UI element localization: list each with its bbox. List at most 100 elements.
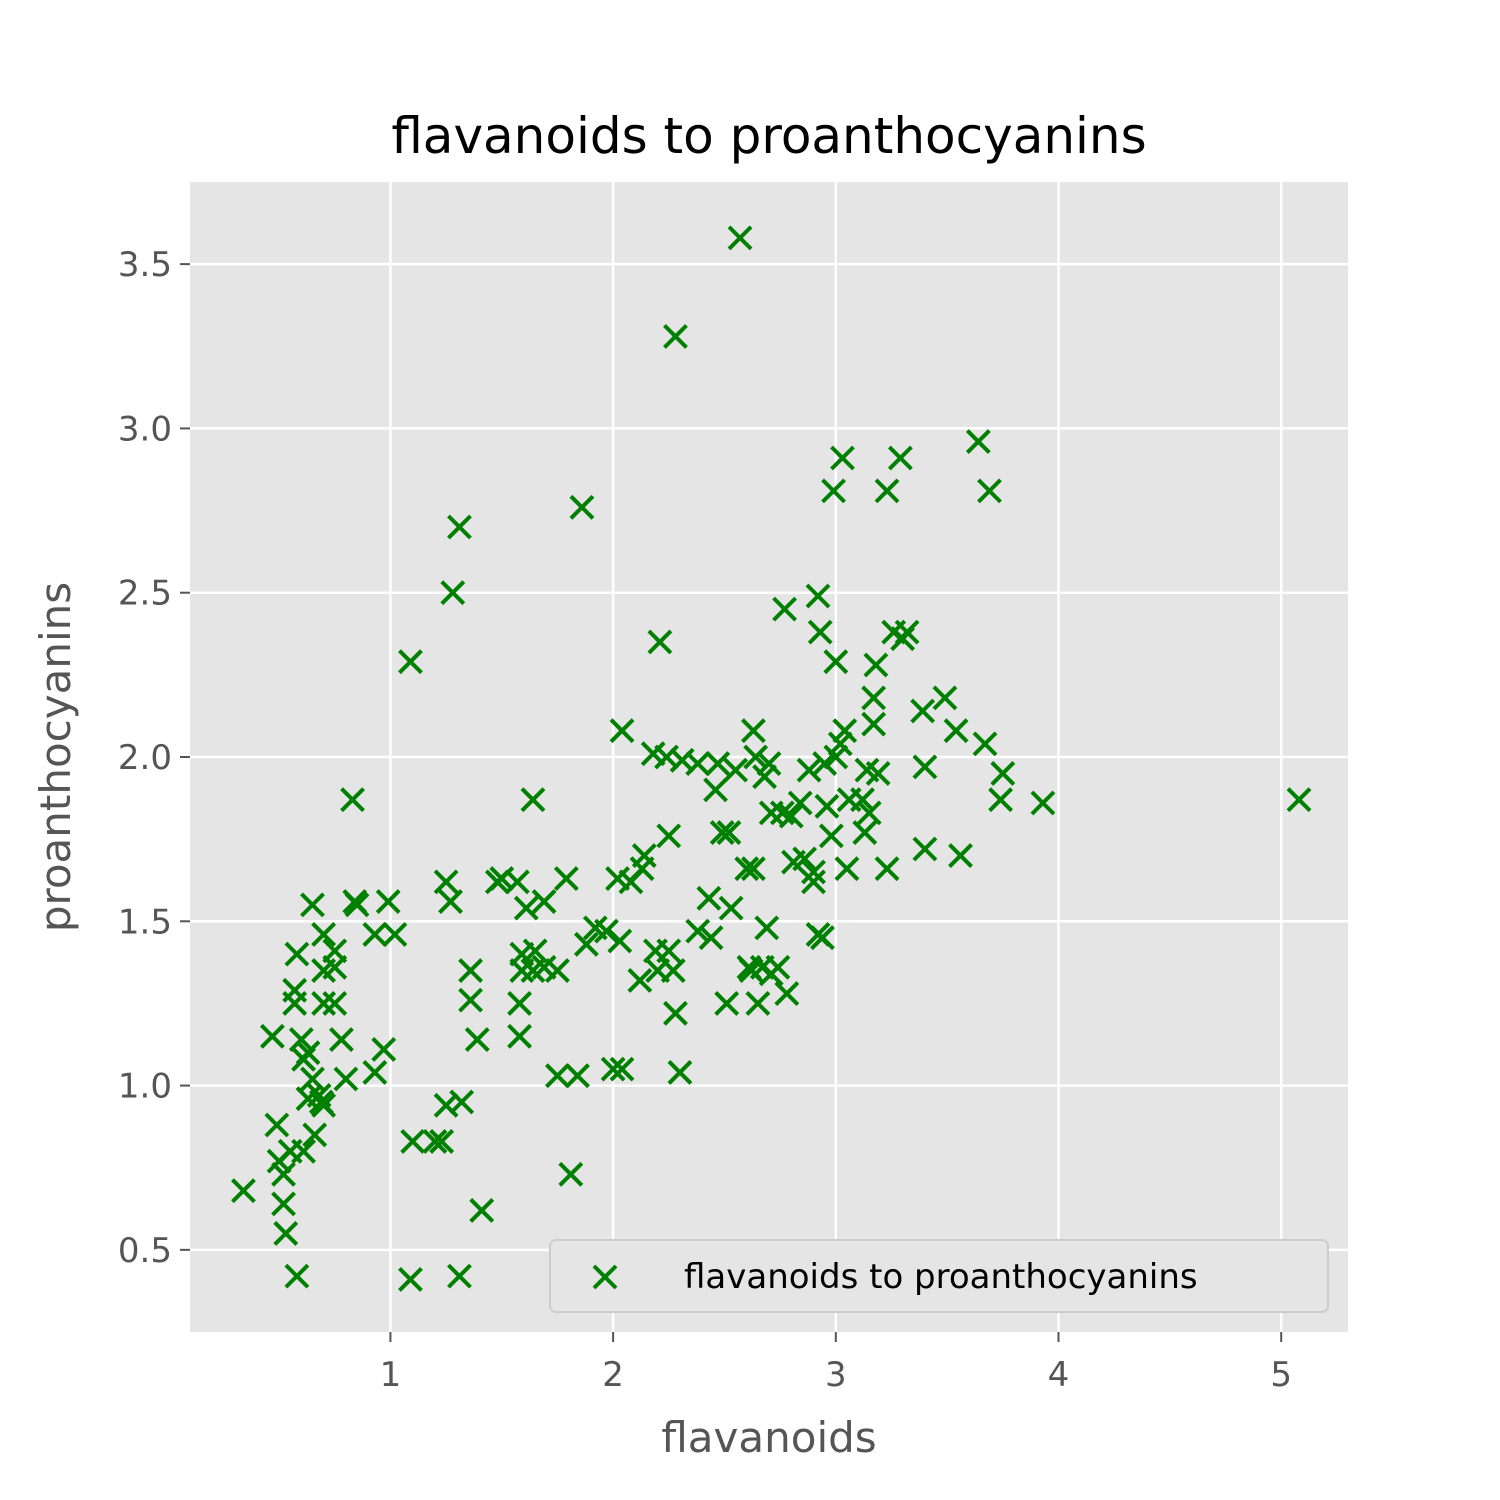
x-tick-label: 4 <box>1048 1355 1070 1395</box>
axis-ticks: 1 2 3 4 5 0.5 1.0 1.5 2.0 2.5 3.0 3.5 <box>118 245 1292 1395</box>
data-point <box>685 751 711 776</box>
data-point <box>259 1023 285 1049</box>
data-point <box>545 1063 570 1089</box>
data-point <box>765 954 791 980</box>
data-point <box>874 478 900 504</box>
data-point <box>594 918 619 944</box>
data-point <box>371 1037 397 1062</box>
data-point <box>429 1129 455 1154</box>
data-point <box>438 889 463 914</box>
legend-marker-x <box>592 1264 618 1290</box>
data-point <box>300 892 325 918</box>
data-point <box>812 751 838 776</box>
data-point <box>821 478 846 504</box>
data-point <box>300 1066 325 1092</box>
data-point <box>333 1066 359 1092</box>
data-point <box>823 649 849 675</box>
data-point <box>787 790 813 816</box>
y-tick-label: 1.0 <box>118 1067 172 1107</box>
data-point <box>756 751 782 776</box>
data-point <box>709 820 735 845</box>
data-point <box>302 1122 328 1148</box>
data-point <box>718 895 744 921</box>
data-point <box>698 925 724 951</box>
data-point <box>609 1056 635 1082</box>
data-point <box>792 846 818 872</box>
data-point <box>458 987 484 1013</box>
data-point <box>667 1060 693 1085</box>
data-point <box>801 859 826 885</box>
data-point <box>990 761 1016 786</box>
data-point <box>1286 787 1312 813</box>
data-point <box>311 922 337 947</box>
data-point <box>972 731 998 757</box>
legend-label: flavanoids to proanthocyanins <box>684 1257 1198 1297</box>
data-point <box>447 514 472 540</box>
data-point <box>284 941 310 967</box>
data-point <box>656 938 682 964</box>
data-point <box>271 1191 296 1217</box>
y-axis-label: proanthocyanins <box>31 582 80 932</box>
data-point <box>856 800 882 826</box>
data-point <box>295 1040 321 1066</box>
data-point <box>865 761 891 786</box>
data-point <box>469 1198 495 1223</box>
data-point <box>943 718 969 744</box>
data-point <box>705 751 731 776</box>
data-point <box>627 968 653 993</box>
data-point <box>656 823 682 849</box>
data-point <box>440 580 466 606</box>
y-tick-label: 1.5 <box>118 902 172 942</box>
data-point <box>894 619 920 645</box>
data-point <box>734 856 760 882</box>
data-point <box>910 698 936 724</box>
data-point <box>565 1063 590 1089</box>
data-point <box>271 1161 296 1187</box>
data-point <box>660 958 686 983</box>
data-point <box>774 981 800 1006</box>
data-point <box>832 718 858 744</box>
data-point <box>464 1027 490 1052</box>
data-point <box>874 856 900 882</box>
data-point <box>507 1023 532 1049</box>
data-point <box>422 1129 448 1154</box>
data-point <box>663 1000 688 1026</box>
y-tick-label: 2.5 <box>118 574 172 614</box>
data-point <box>329 1027 354 1052</box>
data-point <box>513 895 539 921</box>
data-point <box>772 596 798 622</box>
data-point <box>714 991 740 1016</box>
data-point <box>282 991 308 1016</box>
y-tick-label: 2.0 <box>118 738 172 778</box>
data-point <box>912 754 938 780</box>
data-point <box>977 478 1002 504</box>
data-point <box>778 803 804 829</box>
data-point <box>743 744 769 770</box>
data-point <box>863 652 889 678</box>
data-point <box>818 823 844 849</box>
data-point <box>531 889 557 914</box>
data-point <box>823 744 849 770</box>
data-point <box>745 991 771 1016</box>
data-point <box>607 928 633 954</box>
data-point <box>322 991 348 1016</box>
legend: flavanoids to proanthocyanins <box>549 1239 1329 1313</box>
data-point <box>805 583 831 609</box>
data-point <box>723 757 749 783</box>
data-point <box>398 649 423 675</box>
y-tick-label: 0.5 <box>118 1231 172 1271</box>
grid-lines <box>190 182 1348 1332</box>
legend-marker-icon <box>592 1264 618 1290</box>
data-point <box>752 764 777 790</box>
data-point <box>685 918 711 944</box>
data-point <box>573 931 599 957</box>
data-point <box>965 429 991 454</box>
data-point <box>810 925 835 951</box>
data-point <box>284 1263 310 1289</box>
data-point <box>458 958 484 983</box>
data-point <box>814 793 840 819</box>
x-tick-label: 1 <box>380 1355 402 1395</box>
data-point <box>311 991 337 1016</box>
data-point <box>758 800 784 826</box>
